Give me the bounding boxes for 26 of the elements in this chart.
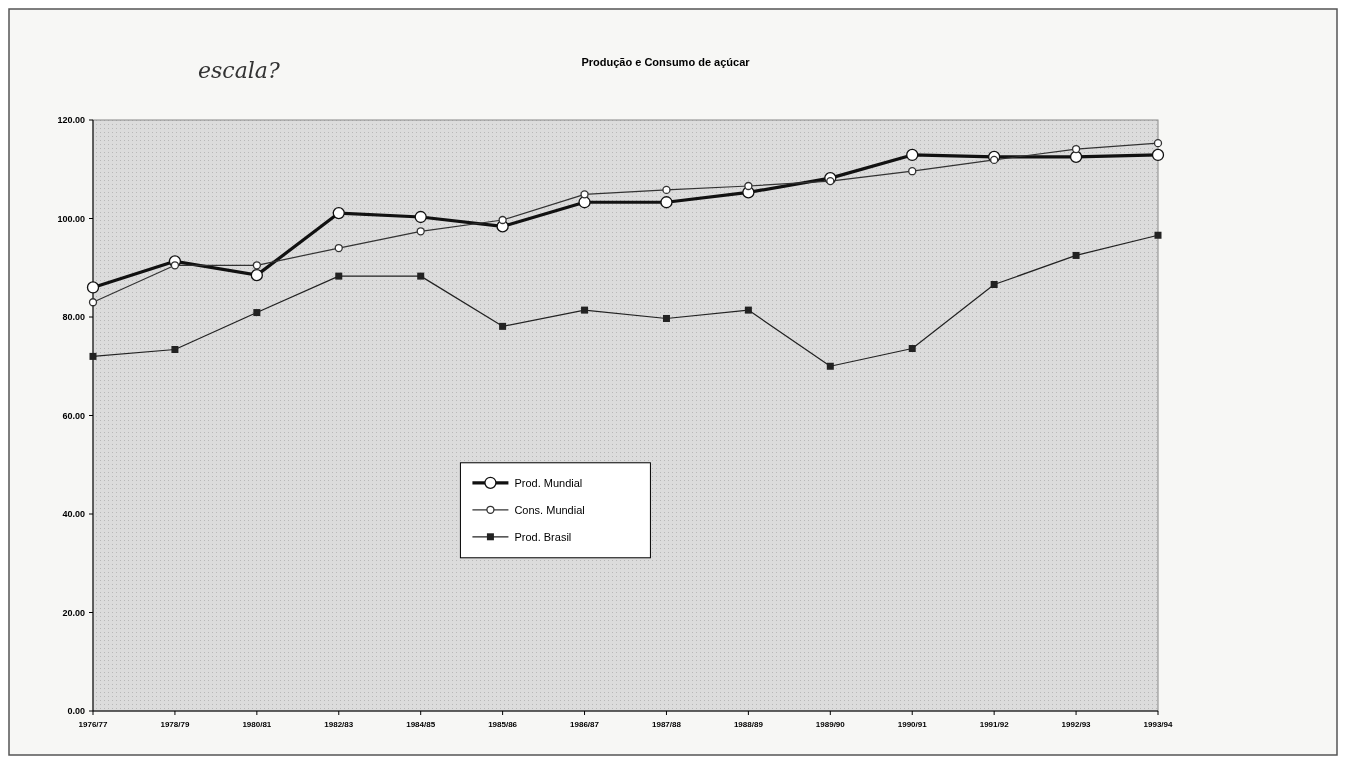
legend-label: Prod. Brasil — [514, 530, 572, 543]
x-tick-label: 1993/94 — [1143, 720, 1174, 729]
x-tick-label: 1992/93 — [1061, 720, 1092, 729]
x-tick-label: 1991/92 — [979, 720, 1010, 729]
y-tick-label: 60.00 — [62, 410, 85, 421]
x-tick-label: 1980/81 — [242, 720, 272, 729]
text: escala? — [198, 58, 280, 83]
x-tick-label: 1984/85 — [406, 720, 436, 729]
x-tick-label: 1990/91 — [897, 720, 928, 729]
x-tick-label: 1986/87 — [570, 720, 600, 729]
x-tick-label: 1985/86 — [488, 720, 518, 729]
y-tick-label: 100.00 — [57, 213, 85, 224]
y-tick-label: 40.00 — [62, 509, 85, 520]
y-tick-label: 0.00 — [67, 706, 85, 717]
x-tick-label: 1976/77 — [78, 720, 109, 729]
y-tick-label: 120.00 — [57, 115, 85, 126]
x-tick-label: 1988/89 — [733, 720, 764, 729]
legend-label: Prod. Mundial — [514, 476, 583, 489]
chart-title: Produção e Consumo de açúcar — [581, 56, 751, 68]
x-tick-label: 1987/88 — [652, 720, 682, 729]
y-tick-label: 20.00 — [62, 607, 85, 618]
x-tick-label: 1989/90 — [815, 720, 846, 729]
legend-label: Cons. Mundial — [514, 503, 585, 516]
y-tick-label: 80.00 — [62, 312, 85, 323]
x-tick-label: 1978/79 — [160, 720, 190, 729]
x-tick-label: 1982/83 — [324, 720, 354, 729]
